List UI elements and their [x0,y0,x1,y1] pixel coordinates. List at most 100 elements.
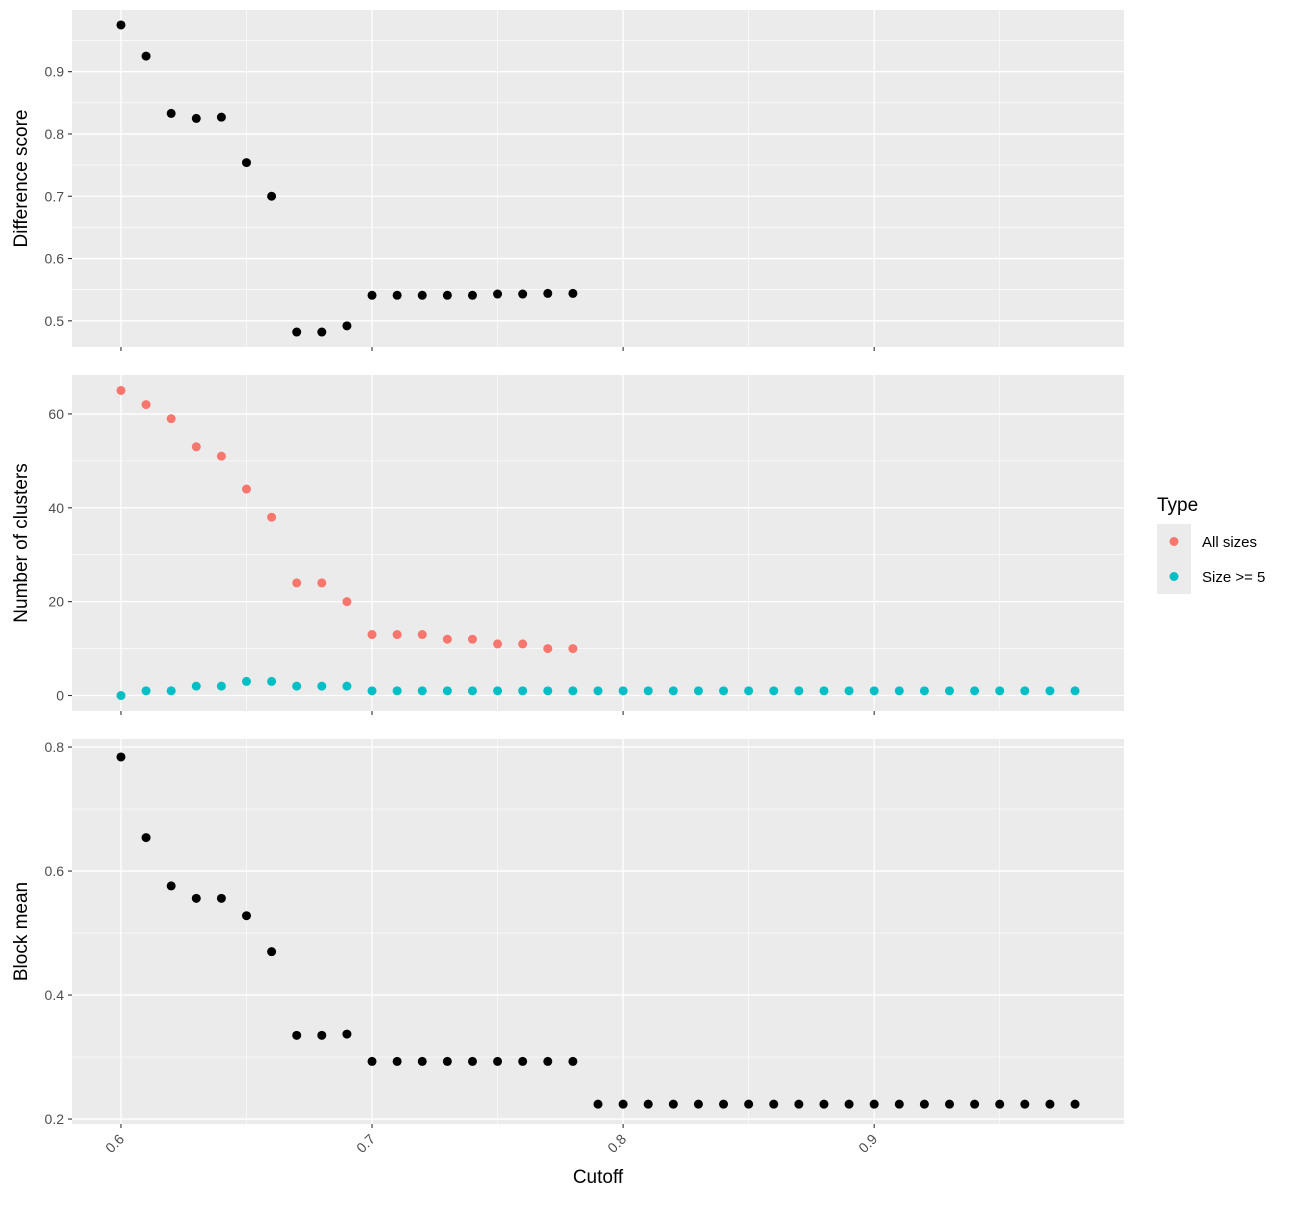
data-point [543,644,553,654]
data-point [744,686,754,696]
data-point [970,686,980,696]
data-point [693,686,703,696]
data-point [819,686,829,696]
y-tick-label: 40 [48,500,64,516]
data-point [543,686,553,696]
data-point [392,686,402,696]
data-point [593,1099,603,1109]
data-point [367,630,377,640]
data-point [116,385,126,395]
data-point [794,1099,804,1109]
data-point [367,290,377,300]
data-point [317,681,327,691]
data-point [116,752,126,762]
data-point [568,686,578,696]
data-point [342,597,352,607]
legend-label: Size >= 5 [1202,569,1265,586]
legend-key-marker [1169,572,1179,581]
y-axis-title: Difference score [11,110,32,248]
data-point [241,484,251,494]
y-axis-title: Number of clusters [11,463,32,622]
data-point [1020,686,1030,696]
data-point [819,1099,829,1109]
data-point [191,442,201,452]
legend-title: Type [1157,495,1198,516]
y-tick-label: 0.5 [45,313,65,329]
y-tick-label: 20 [48,594,64,610]
x-tick-label: 0.6 [102,1131,127,1156]
data-point [267,676,277,686]
data-point [417,630,427,640]
data-point [141,833,151,843]
data-point [794,686,804,696]
data-point [869,686,879,696]
data-point [1045,1099,1055,1109]
data-point [1070,686,1080,696]
legend: Type All sizes Size >= 5 [1157,495,1265,594]
data-point [166,414,176,424]
data-point [317,578,327,588]
data-point [216,681,226,691]
data-point [116,20,126,30]
panel-2: 0 20 40 60 Number of clusters [11,375,1124,715]
data-point [342,321,352,331]
data-point [467,634,477,644]
data-point [267,947,277,957]
data-point [392,1056,402,1066]
y-tick-label: 0.7 [45,188,65,204]
data-point [568,644,578,654]
data-point [643,686,653,696]
data-point [292,1030,302,1040]
data-point [643,1099,653,1109]
data-point [241,676,251,686]
series-2 [116,676,1080,701]
data-point [442,290,452,300]
data-point [744,1099,754,1109]
data-point [493,1056,503,1066]
data-point [317,327,327,337]
data-point [543,288,553,298]
legend-key-marker [1169,537,1179,546]
data-point [769,686,779,696]
y-axis-title: Block mean [11,882,32,981]
y-tick-label: 0.6 [45,251,65,267]
panel-background [72,375,1124,711]
data-point [493,639,503,649]
data-point [216,112,226,122]
data-point [367,1056,377,1066]
data-point [141,400,151,410]
data-point [267,191,277,201]
y-tick-label: 0.8 [45,739,65,755]
y-tick-label: 60 [48,406,64,422]
legend-label: All sizes [1202,534,1257,551]
panel-background [72,10,1124,347]
data-point [216,893,226,903]
data-point [945,1099,955,1109]
data-point [442,686,452,696]
y-tick-label: 0.4 [45,987,65,1003]
data-point [342,681,352,691]
data-point [970,1099,980,1109]
data-point [493,686,503,696]
panel-3: 0.2 0.4 0.6 0.8 Block mean [11,739,1124,1128]
x-tick-label: 0.9 [855,1131,880,1156]
panel-background [72,739,1124,1124]
x-axis-title: Cutoff [573,1167,624,1188]
data-point [618,1099,628,1109]
data-point [116,691,126,701]
data-point [241,911,251,921]
data-point [844,686,854,696]
series-1 [116,752,1080,1109]
data-point [141,51,151,61]
data-point [241,158,251,168]
data-point [518,289,528,299]
data-point [568,288,578,298]
data-point [267,512,277,522]
series-1 [116,385,578,654]
data-point [166,686,176,696]
data-point [568,1056,578,1066]
data-point [442,1056,452,1066]
data-point [493,289,503,299]
